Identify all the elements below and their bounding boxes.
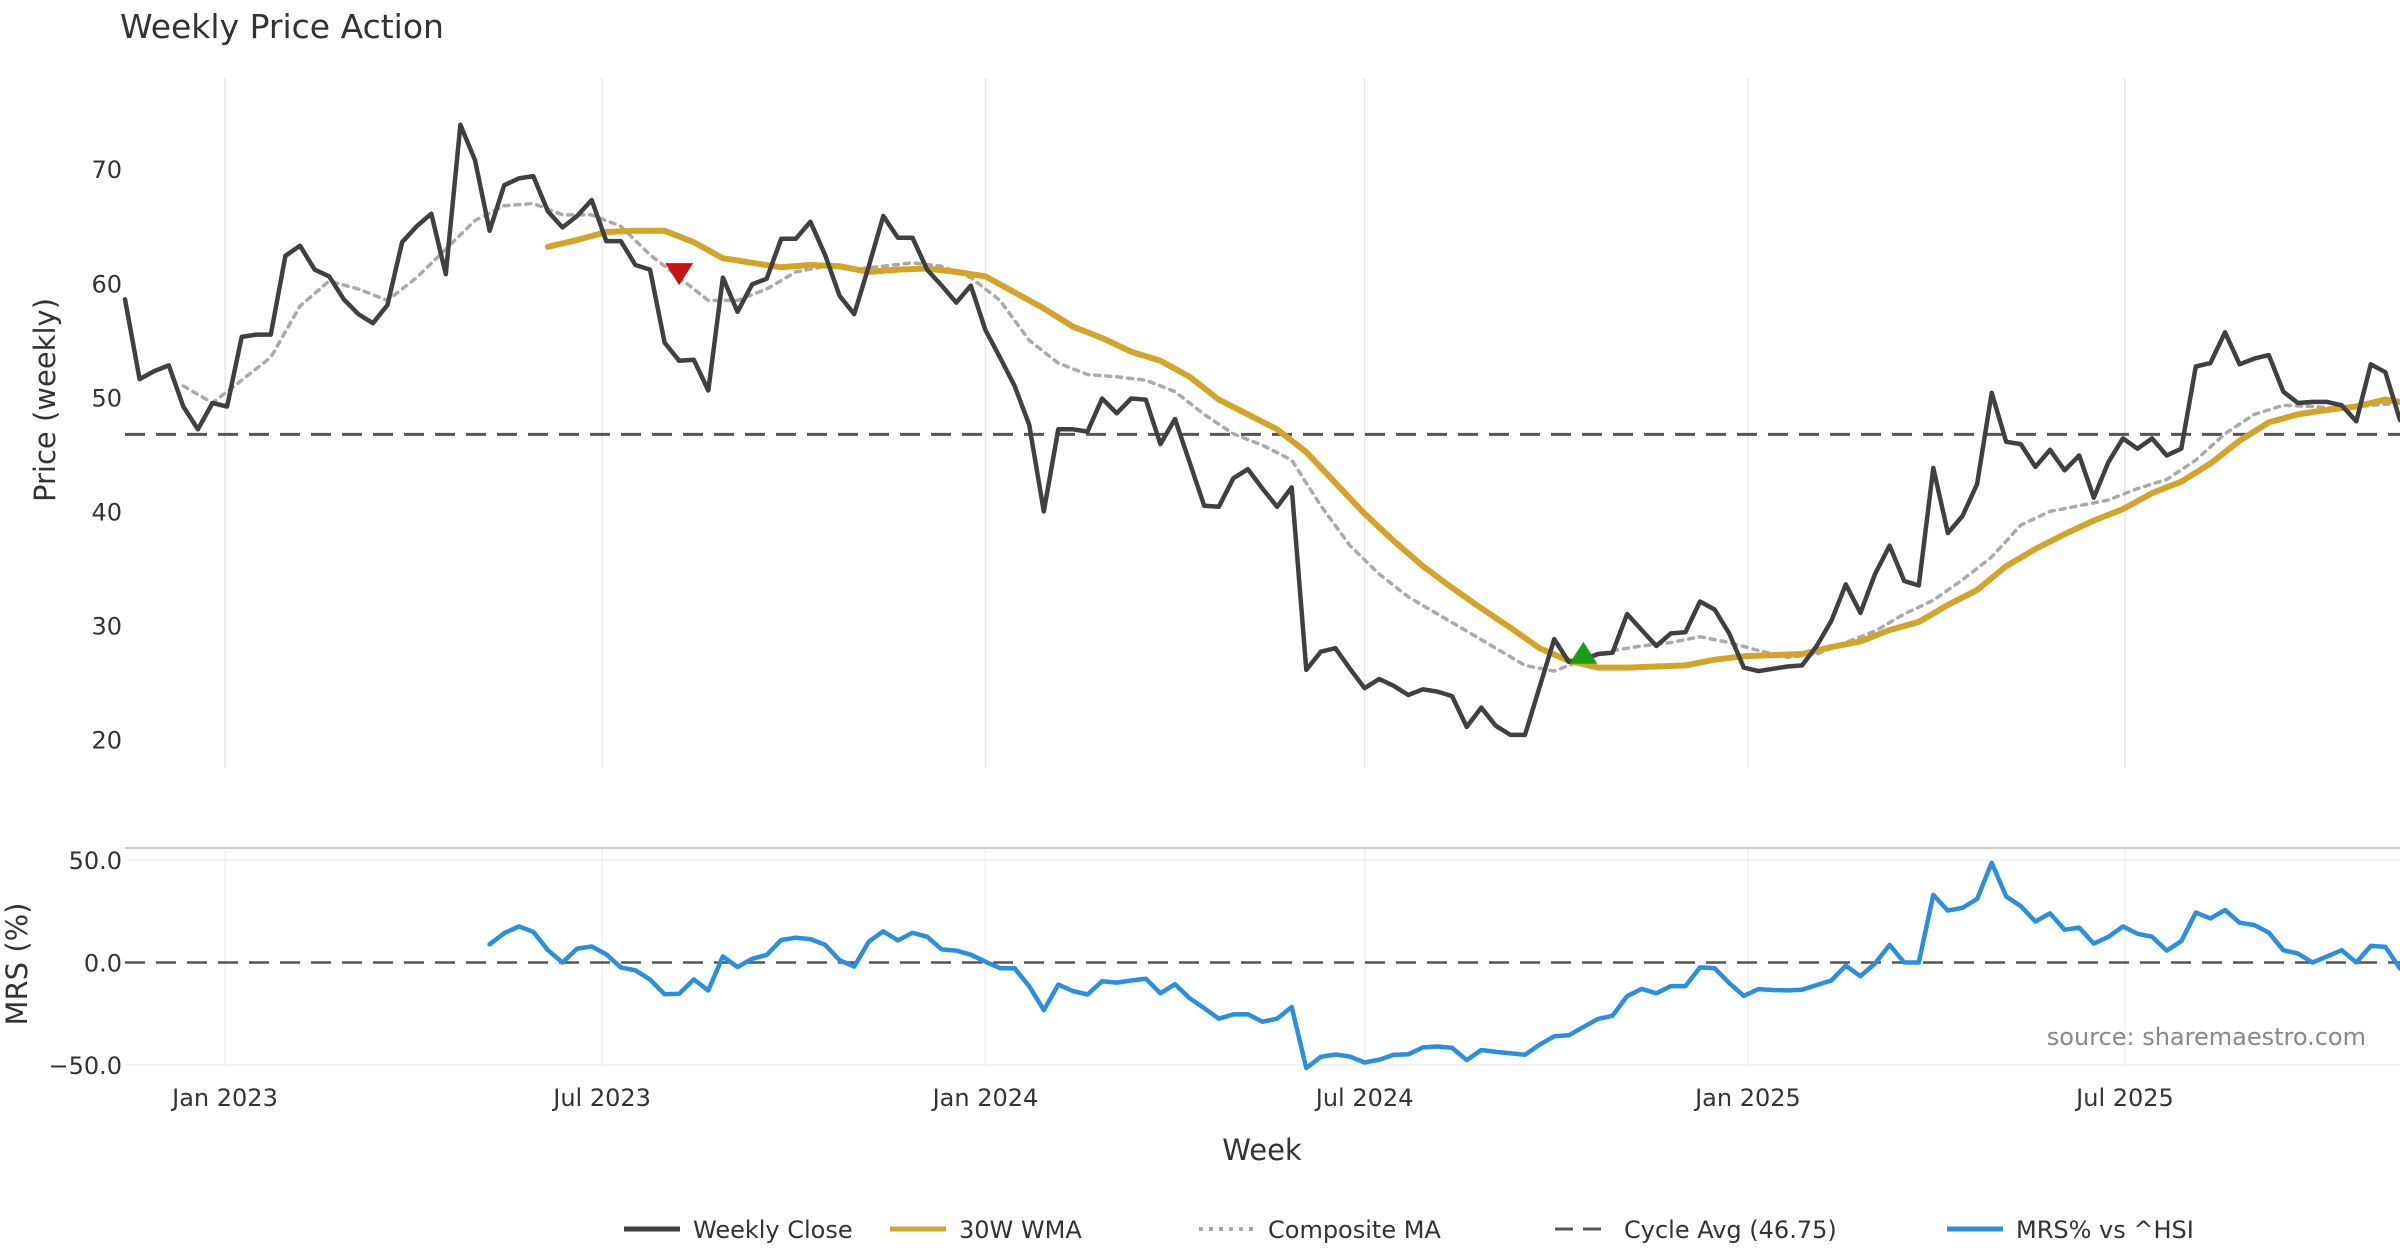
price-y-tick-label: 40 — [91, 498, 122, 526]
wma-series-line — [544, 227, 2400, 671]
mrs-gridlines — [125, 848, 2400, 1067]
price-y-tick-label: 50 — [91, 384, 122, 412]
price-y-tick-label: 20 — [91, 726, 122, 754]
price-y-axis-label: Price (weekly) — [28, 298, 62, 502]
price-y-tick-label: 30 — [91, 612, 122, 640]
x-tick-label: Jul 2024 — [1314, 1084, 1414, 1112]
price-y-tick-label: 70 — [91, 156, 122, 184]
price-y-axis-ticks: 20 30 40 50 60 70 — [91, 156, 122, 754]
price-gridlines — [224, 78, 2126, 768]
signal-markers — [665, 263, 1598, 664]
x-tick-label: Jul 2023 — [551, 1084, 651, 1112]
legend: Weekly Close 30W WMA Composite MA Cycle Avg… — [624, 1216, 2194, 1244]
buy-signal-marker — [1569, 641, 1598, 664]
cycle-legend-label: Cycle Avg (46.75) — [1624, 1216, 1837, 1244]
mrs-y-tick-label: 0.0 — [84, 950, 122, 978]
x-tick-label: Jul 2025 — [2074, 1084, 2174, 1112]
x-axis-label: Week — [1222, 1133, 1302, 1167]
mrs-y-axis-ticks: 50.0 0.0 −50.0 — [48, 847, 122, 1080]
x-tick-label: Jan 2023 — [170, 1084, 278, 1112]
mrs-y-axis-label: MRS (%) — [0, 903, 34, 1026]
close-series-line — [122, 122, 2400, 738]
x-tick-label: Jan 2024 — [931, 1084, 1039, 1112]
mrs-series-line — [487, 860, 2400, 1071]
x-axis-ticks: Jan 2023 Jul 2023 Jan 2024 Jul 2024 Jan 2025… — [170, 1084, 2174, 1112]
price-y-tick-label: 60 — [91, 270, 122, 298]
sell-signal-marker — [665, 263, 694, 286]
chart-title: Weekly Price Action — [120, 7, 444, 46]
composite-legend-label: Composite MA — [1268, 1216, 1441, 1244]
x-tick-label: Jan 2025 — [1693, 1084, 1801, 1112]
composite-series-line — [181, 201, 2400, 673]
series-layer — [122, 122, 2400, 1071]
mrs-legend-label: MRS% vs ^HSI — [2016, 1216, 2194, 1244]
source-note: source: sharemaestro.com — [2047, 1023, 2366, 1051]
mrs-y-tick-label: 50.0 — [69, 847, 122, 875]
wma-legend-label: 30W WMA — [959, 1216, 1082, 1244]
close-legend-label: Weekly Close — [693, 1216, 853, 1244]
mrs-y-tick-label: −50.0 — [48, 1052, 122, 1080]
